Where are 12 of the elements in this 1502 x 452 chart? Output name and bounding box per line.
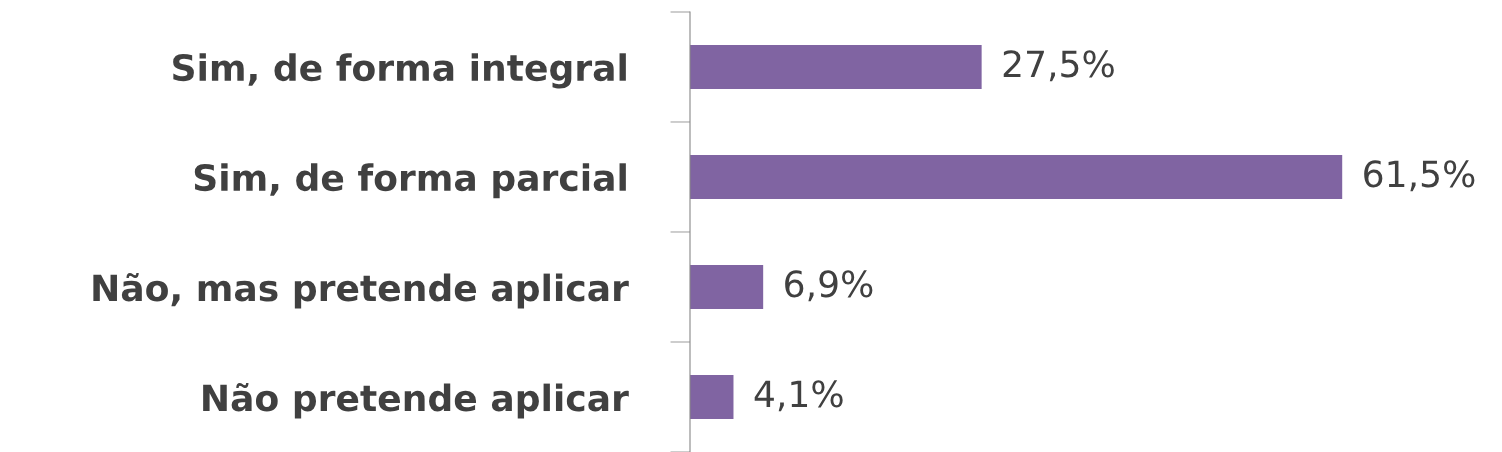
data-label: 61,5% [1364,160,1475,192]
data-label: 6,9% [785,270,873,302]
y-tick-label: Não pretende aplicar [203,382,629,419]
y-tick-label: Não, mas pretende aplicar [93,272,629,309]
bar [690,155,1343,199]
y-tick-label: Sim, de forma integral [173,53,626,89]
bar [690,265,764,309]
bar [690,375,734,419]
y-tick-label: Sim, de forma parcial [194,163,626,199]
bar [690,45,982,89]
data-label: 4,1% [754,380,843,412]
data-label: 27,5% [1003,50,1114,82]
